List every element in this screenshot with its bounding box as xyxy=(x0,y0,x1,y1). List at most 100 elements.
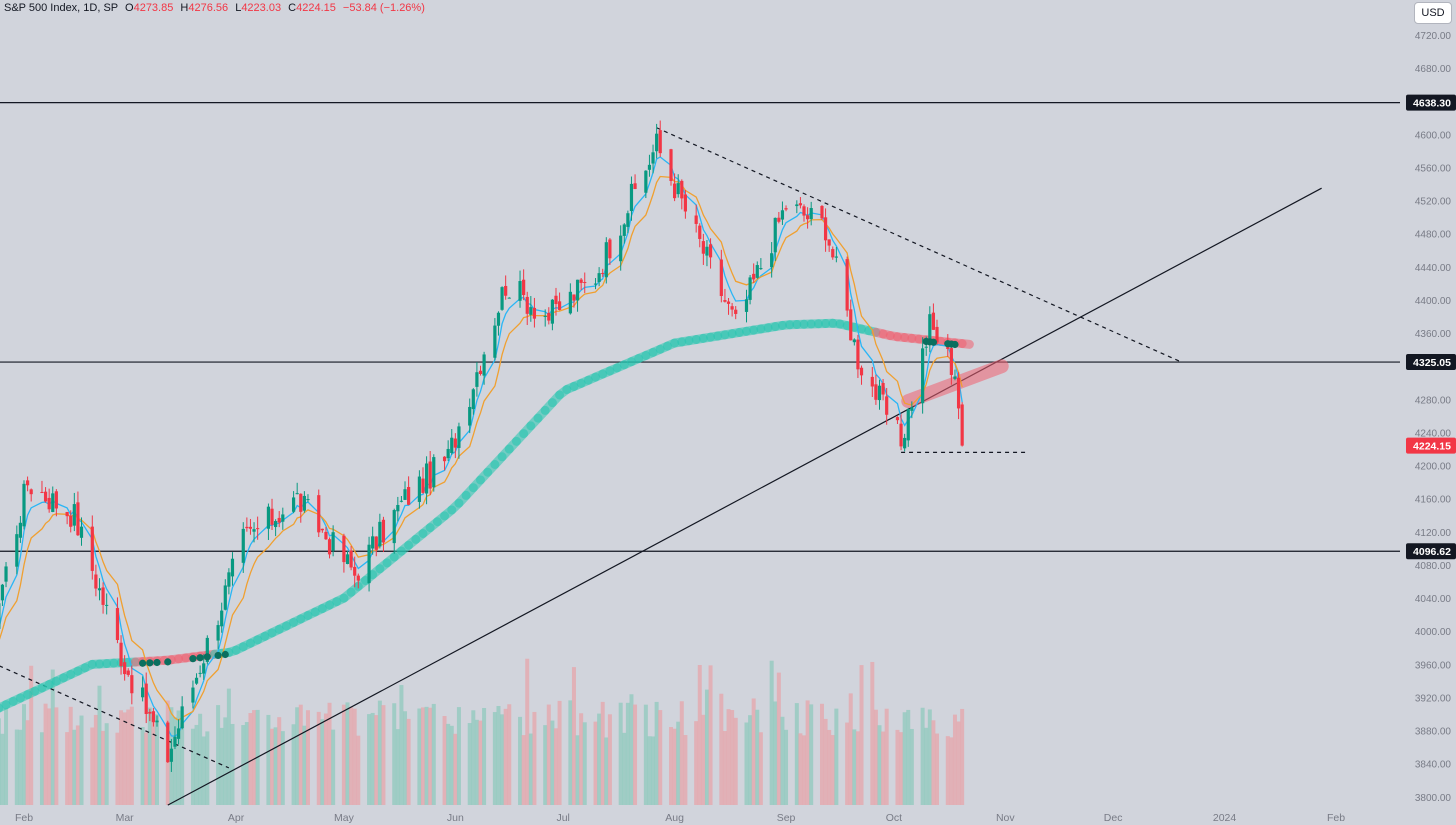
candle-body xyxy=(345,554,350,565)
volume-bar xyxy=(658,710,663,805)
candle-body xyxy=(744,299,749,312)
candle-body xyxy=(708,244,713,258)
price-tick-label: 4600.00 xyxy=(1415,130,1452,141)
candle-body xyxy=(274,521,278,528)
candle-body xyxy=(673,183,677,199)
candle-body xyxy=(557,301,562,310)
volume-bar xyxy=(575,735,580,805)
volume-bar xyxy=(730,710,735,805)
currency-button[interactable]: USD xyxy=(1414,2,1452,24)
candle-body xyxy=(547,312,551,321)
volume-bar xyxy=(607,714,612,805)
volume-bar xyxy=(571,667,576,805)
candle-body xyxy=(647,164,652,170)
candle-body xyxy=(374,536,378,550)
candle-body xyxy=(51,493,55,512)
candle-body xyxy=(101,587,105,605)
volume-bar xyxy=(834,708,839,805)
candle-body xyxy=(504,285,508,296)
candle-body xyxy=(931,312,936,330)
candle-body xyxy=(532,307,537,319)
candle-body xyxy=(72,504,76,526)
candle-body xyxy=(130,675,134,694)
candle-body xyxy=(176,728,181,739)
volume-bar xyxy=(679,701,684,805)
candle-body xyxy=(759,268,763,270)
price-axis-background xyxy=(1404,0,1456,825)
volume-bar xyxy=(449,725,454,805)
volume-bar xyxy=(776,672,781,805)
level-badge-label: 4325.05 xyxy=(1413,357,1451,369)
candle-body xyxy=(356,575,360,581)
candle-body xyxy=(525,296,529,314)
volume-bar xyxy=(672,728,677,805)
volume-bar xyxy=(93,714,98,805)
volume-bar xyxy=(129,706,134,805)
candle-body xyxy=(619,235,623,262)
candle-body xyxy=(270,508,274,525)
candle-body xyxy=(597,273,601,283)
candle-body xyxy=(324,531,328,540)
volume-bar xyxy=(798,733,803,805)
volume-bar xyxy=(553,728,558,805)
price-tick-label: 4160.00 xyxy=(1415,495,1452,506)
candle-body xyxy=(151,711,156,723)
candle-body xyxy=(885,396,889,415)
candle-body xyxy=(205,637,209,662)
volume-bar xyxy=(399,685,404,805)
signal-dots xyxy=(139,337,959,667)
low-label: L xyxy=(235,2,242,14)
volume-bar xyxy=(557,700,562,805)
candle-body xyxy=(223,585,227,610)
volume-bar xyxy=(172,717,177,805)
candle-body xyxy=(371,536,375,549)
candle-body xyxy=(770,253,774,268)
candle-body xyxy=(194,677,199,684)
volume-bar xyxy=(618,702,623,805)
candle-body xyxy=(155,720,159,723)
volume-bar xyxy=(582,722,587,805)
volume-bar xyxy=(352,708,357,805)
candle-body xyxy=(281,514,285,522)
candle-body xyxy=(726,301,731,304)
candle-body xyxy=(40,492,44,494)
time-tick-label: Jun xyxy=(447,812,464,824)
price-tick-label: 4400.00 xyxy=(1415,296,1452,307)
volume-bar xyxy=(823,718,828,805)
candle-body xyxy=(529,307,533,315)
volume-bar xyxy=(230,723,235,805)
volume-bar xyxy=(773,701,778,805)
candle-body xyxy=(651,152,655,164)
candle-body xyxy=(141,687,145,698)
volume-bar xyxy=(597,713,602,805)
volume-bar xyxy=(899,732,904,805)
volume-bar xyxy=(643,704,648,805)
volume-bar xyxy=(521,735,526,805)
candle-body xyxy=(881,382,885,395)
volume-bar xyxy=(755,709,760,805)
volume-bar xyxy=(216,705,221,805)
volume-bar xyxy=(266,714,271,805)
candle-body xyxy=(105,604,109,606)
volume-bar xyxy=(802,735,807,805)
volume-bar xyxy=(194,724,199,805)
candle-body xyxy=(575,279,580,301)
level-badge xyxy=(1406,543,1456,560)
volume-bar xyxy=(945,736,950,805)
volume-bar xyxy=(726,709,731,805)
candle-body xyxy=(683,194,687,212)
volume-bar xyxy=(140,727,145,805)
volume-bar xyxy=(931,720,936,805)
candle-body xyxy=(831,249,835,258)
candle-body xyxy=(655,133,659,152)
volume-bar xyxy=(881,731,886,805)
volume-bar xyxy=(280,731,285,805)
candle-body xyxy=(144,683,148,715)
volume-bar xyxy=(101,730,106,805)
time-tick-label: Aug xyxy=(665,812,684,824)
candle-body xyxy=(928,314,932,345)
candle-body xyxy=(568,291,572,314)
volume-bar xyxy=(870,661,875,805)
candle-body xyxy=(820,206,824,219)
